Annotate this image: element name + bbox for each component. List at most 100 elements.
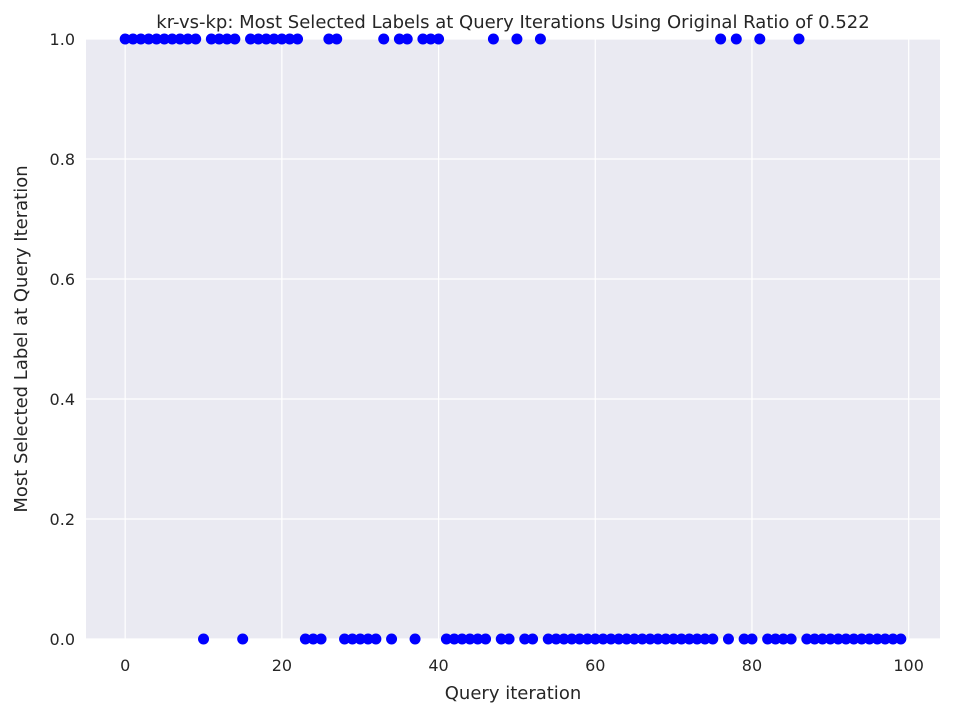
data-point [245,33,257,45]
data-point [198,633,210,645]
data-point [315,633,327,645]
data-point [558,633,570,645]
data-point [143,33,155,45]
data-point [715,33,727,45]
data-point [550,633,562,645]
data-point [824,633,836,645]
data-point [119,33,131,45]
y-tick-label: 0.8 [50,150,75,169]
y-tick-label: 0.4 [50,390,75,409]
data-point [268,33,280,45]
data-point [323,33,335,45]
data-point [832,633,844,645]
data-point [746,633,758,645]
data-point [456,633,468,645]
data-point [252,33,264,45]
data-point [386,633,398,645]
data-point [762,633,774,645]
data-point [683,633,695,645]
data-point [597,633,609,645]
data-point [730,33,742,45]
data-point [840,633,852,645]
data-point [487,33,499,45]
data-point [816,633,828,645]
x-tick-label: 60 [585,656,605,675]
data-point [409,633,421,645]
data-point [809,633,821,645]
y-tick-labels: 0.0 0.2 0.4 0.6 0.8 1.0 [50,30,75,649]
x-tick-label: 100 [893,656,924,675]
data-point [190,33,202,45]
data-point [480,633,492,645]
data-point [675,633,687,645]
data-point [785,633,797,645]
data-point [511,33,523,45]
plot-background [86,39,940,639]
data-point [151,33,163,45]
data-point [362,633,374,645]
y-tick-label: 0.2 [50,510,75,529]
data-point [464,633,476,645]
data-point [276,33,288,45]
data-point [699,633,711,645]
x-tick-labels: 0 20 40 60 80 100 [120,656,924,675]
data-point [895,633,907,645]
data-point [495,633,507,645]
x-tick-label: 0 [120,656,130,675]
data-point [566,633,578,645]
data-point [777,633,789,645]
data-point [213,33,225,45]
data-point [519,633,531,645]
data-point [534,33,546,45]
data-point [527,633,539,645]
data-point [769,633,781,645]
data-point [848,633,860,645]
data-point [221,33,233,45]
data-point [339,633,351,645]
data-point [793,33,805,45]
data-point [166,33,178,45]
data-point [174,33,186,45]
data-point [237,633,249,645]
data-point [401,33,413,45]
data-point [158,33,170,45]
data-point [135,33,147,45]
data-point [284,33,296,45]
data-point [801,633,813,645]
data-point [433,33,445,45]
data-point [448,633,460,645]
data-point [503,633,515,645]
data-point [182,33,194,45]
data-point [581,633,593,645]
data-point [127,33,139,45]
x-tick-label: 20 [272,656,292,675]
y-tick-label: 0.6 [50,270,75,289]
data-point [205,33,217,45]
data-point [879,633,891,645]
data-point [260,33,272,45]
data-point [292,33,304,45]
y-tick-label: 0.0 [50,630,75,649]
data-point [378,33,390,45]
data-point [542,633,554,645]
x-tick-label: 80 [742,656,762,675]
y-tick-label: 1.0 [50,30,75,49]
data-points [119,33,907,645]
data-point [589,633,601,645]
data-point [417,33,429,45]
data-point [722,633,734,645]
data-point [331,33,343,45]
data-point [660,633,672,645]
data-point [425,33,437,45]
data-point [738,633,750,645]
data-point [887,633,899,645]
x-axis-label: Query iteration [445,683,581,704]
data-point [299,633,311,645]
data-point [574,633,586,645]
data-point [652,633,664,645]
data-point [628,633,640,645]
chart-title: kr-vs-kp: Most Selected Labels at Query … [156,12,869,33]
data-point [613,633,625,645]
